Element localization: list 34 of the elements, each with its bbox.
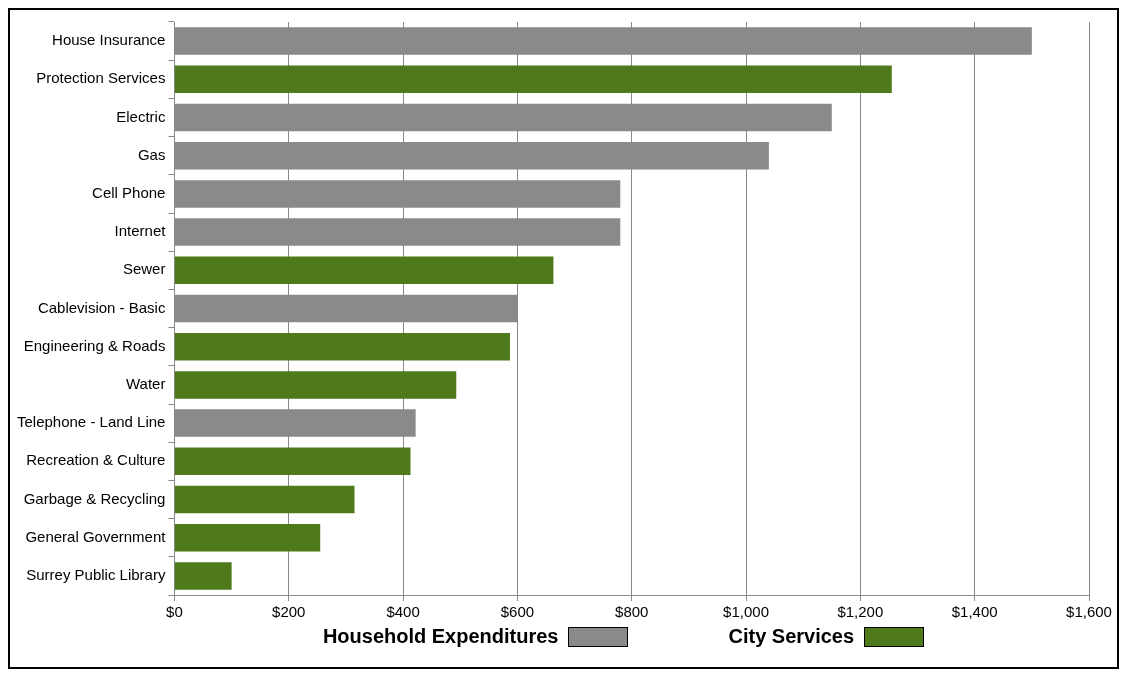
y-tick-label: Cell Phone (92, 184, 166, 202)
y-tick-label: General Government (25, 527, 167, 545)
y-tick-label: Electric (116, 107, 166, 125)
y-tick-label: House Insurance (52, 31, 166, 49)
y-tick-label: Protection Services (36, 69, 166, 87)
y-tick-label: Cablevision - Basic (37, 298, 166, 316)
bar (174, 485, 355, 514)
bar (174, 523, 321, 552)
x-tick-label: $1,000 (723, 603, 769, 621)
x-tick-label: $200 (272, 603, 306, 621)
y-tick-label: Surrey Public Library (26, 566, 166, 584)
x-tick-label: $1,600 (1066, 603, 1112, 621)
bar (174, 65, 892, 94)
y-tick-label: Water (126, 375, 166, 393)
y-tick-label: Gas (137, 145, 166, 163)
bar (174, 371, 457, 399)
x-tick-label: $800 (615, 603, 649, 621)
y-tick-label: Engineering & Roads (23, 336, 166, 354)
bar (174, 256, 554, 285)
y-tick-label: Recreation & Culture (26, 451, 166, 469)
y-tick-label: Garbage & Recycling (23, 489, 166, 507)
legend-label: Household Expenditures (322, 625, 559, 648)
x-tick-label: $1,400 (951, 603, 998, 621)
x-tick-label: $600 (500, 603, 535, 621)
y-tick-label: Sewer (122, 260, 166, 278)
bar (174, 447, 411, 476)
bar (174, 562, 232, 590)
x-tick-label: $400 (386, 603, 420, 621)
bar (174, 332, 510, 361)
x-tick-label: $0 (166, 603, 183, 621)
x-tick-label: $1,200 (837, 603, 884, 621)
y-tick-label: Telephone - Land Line (16, 413, 166, 431)
y-tick-label: Internet (114, 222, 167, 240)
legend-label: City Services (728, 625, 855, 648)
